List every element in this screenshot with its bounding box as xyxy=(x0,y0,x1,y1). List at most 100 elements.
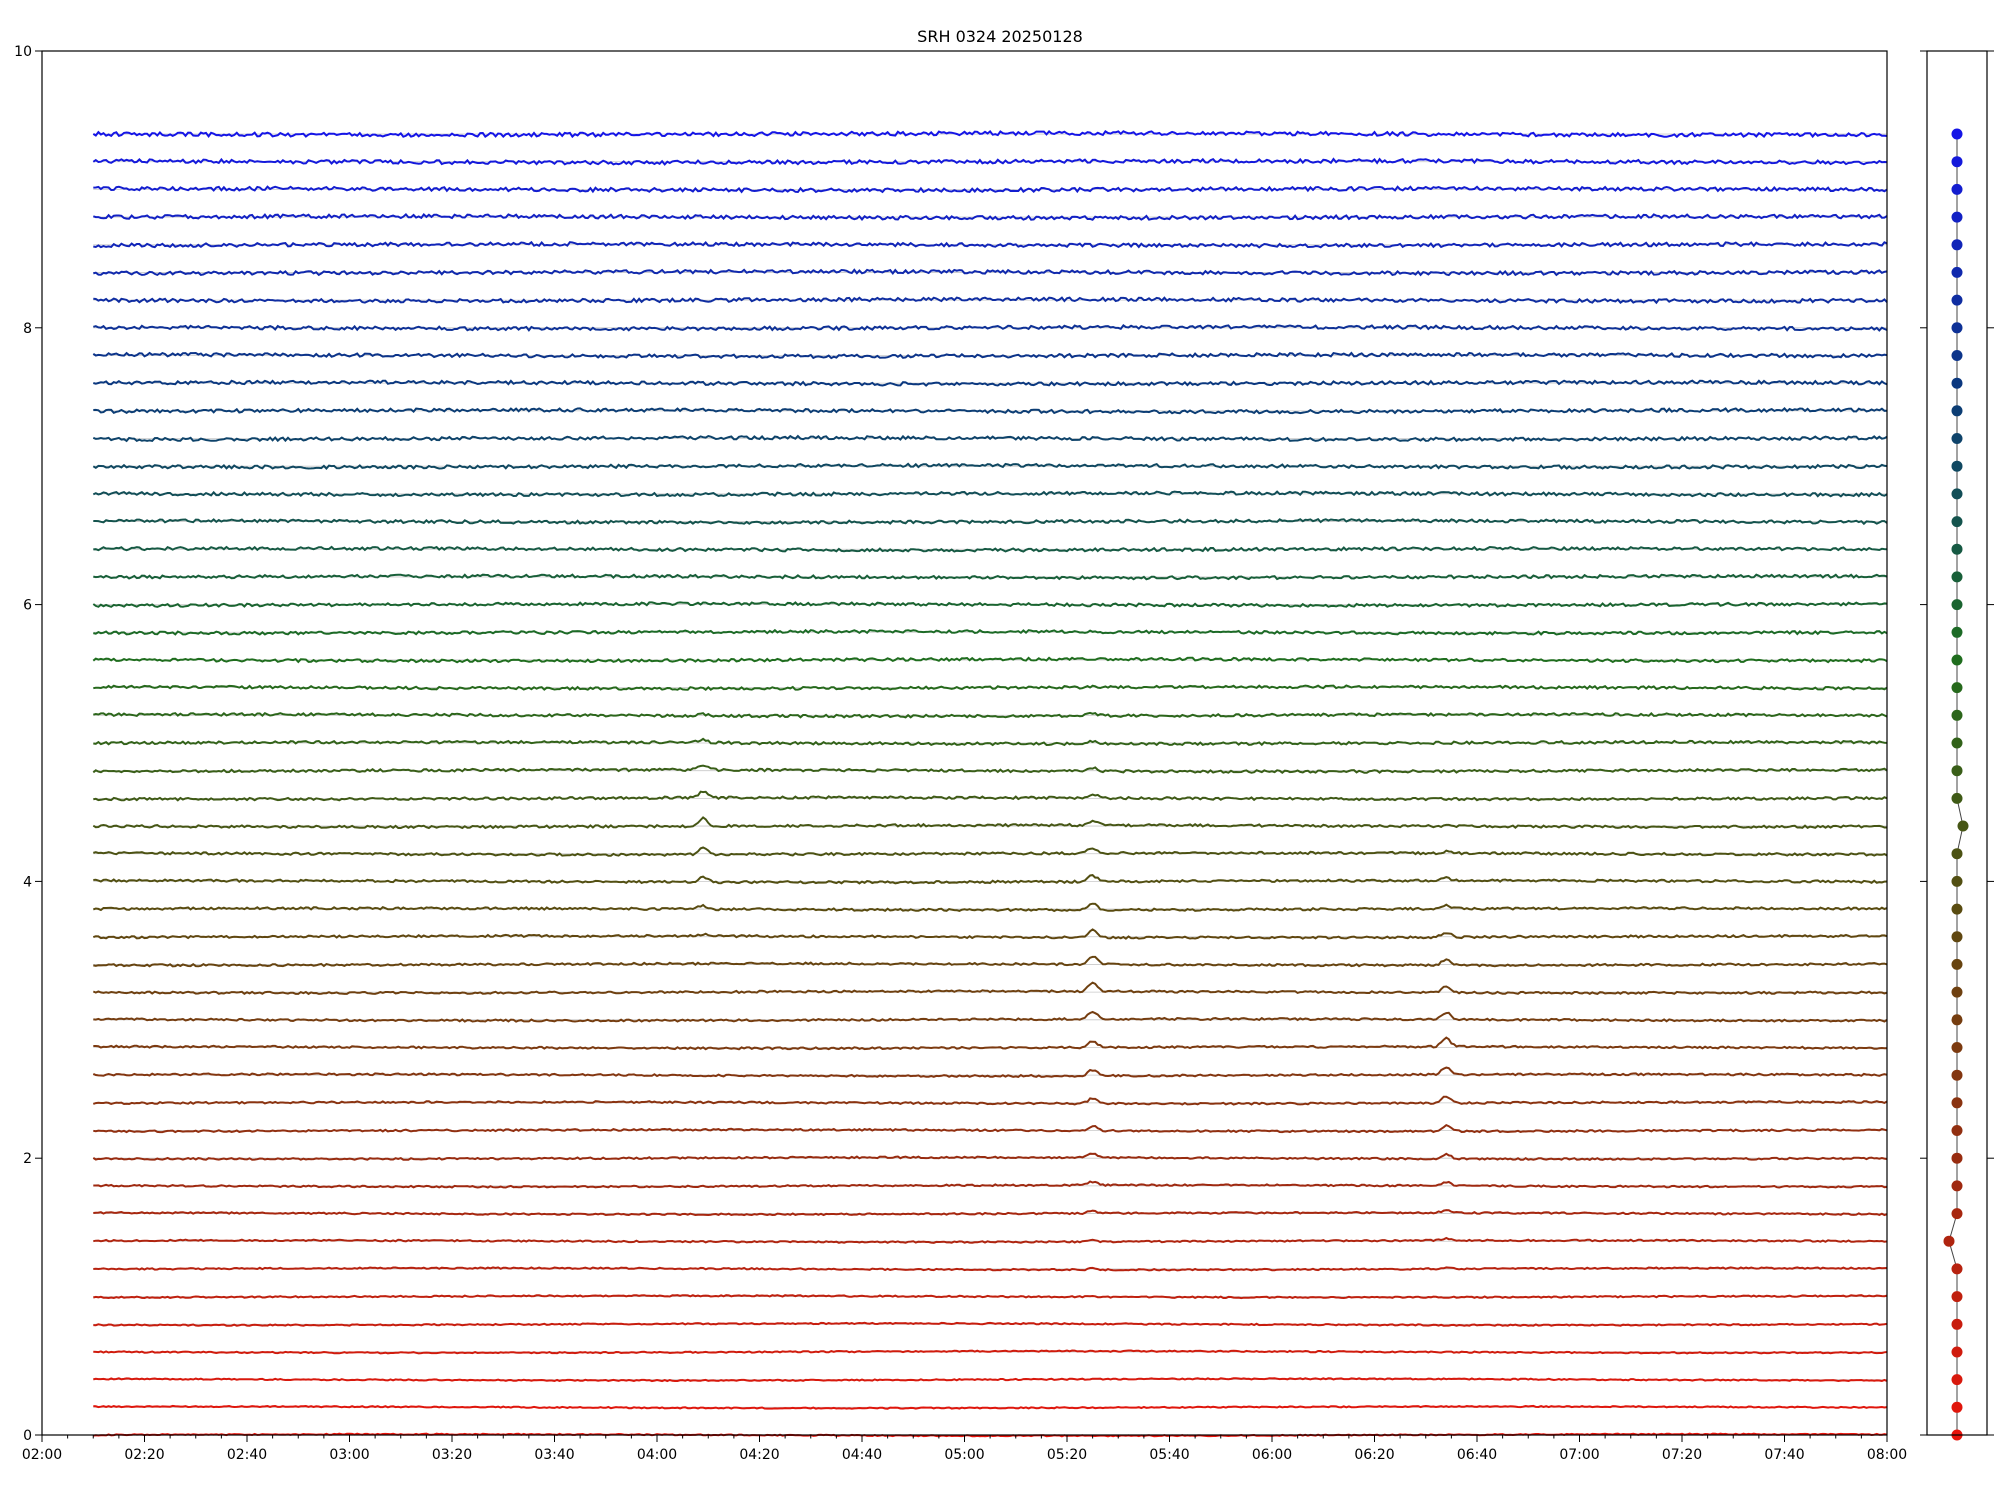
side-point-group xyxy=(1943,128,1969,1441)
side-point xyxy=(1951,848,1963,860)
series-line xyxy=(92,1066,1888,1078)
series-line xyxy=(93,240,1888,249)
x-tick-label: 02:20 xyxy=(124,1447,164,1463)
series-line xyxy=(92,157,1888,166)
series-line xyxy=(93,790,1888,802)
x-tick-label: 03:40 xyxy=(534,1447,574,1463)
series-line xyxy=(93,1236,1888,1244)
x-tick-label: 04:20 xyxy=(739,1447,779,1463)
series-line xyxy=(93,628,1888,636)
series-line xyxy=(93,1180,1888,1189)
side-point xyxy=(1951,1263,1963,1275)
side-point xyxy=(1951,599,1963,611)
side-point xyxy=(1951,183,1963,195)
series-line xyxy=(92,928,1888,940)
series-line xyxy=(92,212,1888,221)
main-axes: 02:00 02:20 02:40 03:00 03:20 03:40 04:00 04:20… xyxy=(14,27,1907,1463)
side-point xyxy=(1951,156,1963,168)
side-point xyxy=(1951,792,1963,804)
x-tick-label: 06:00 xyxy=(1252,1447,1292,1463)
side-point xyxy=(1951,765,1963,777)
x-tick-label: 05:20 xyxy=(1047,1447,1087,1463)
series-line xyxy=(93,955,1888,968)
series-line xyxy=(93,296,1888,305)
side-point xyxy=(1957,820,1969,832)
side-point xyxy=(1951,1014,1963,1026)
side-point xyxy=(1951,958,1963,970)
side-point xyxy=(1951,571,1963,583)
series-line xyxy=(92,1152,1888,1162)
x-tick-label: 03:00 xyxy=(329,1447,369,1463)
side-point xyxy=(1951,875,1963,887)
side-point xyxy=(1951,128,1963,140)
series-line xyxy=(92,656,1888,664)
series-line xyxy=(92,462,1888,470)
x-tick-label: 07:00 xyxy=(1559,1447,1599,1463)
series-line xyxy=(93,185,1888,194)
x-tick-label: 05:00 xyxy=(944,1447,984,1463)
series-line xyxy=(93,1010,1888,1023)
series-line xyxy=(93,1266,1888,1272)
side-point xyxy=(1951,654,1963,666)
y-tick-label: 2 xyxy=(23,1151,32,1167)
side-point xyxy=(1951,903,1963,915)
series-line xyxy=(93,711,1888,719)
x-tick-label: 04:40 xyxy=(842,1447,882,1463)
series-line xyxy=(93,407,1888,415)
y-tick-label: 0 xyxy=(23,1428,32,1444)
side-point xyxy=(1951,1125,1963,1136)
series-line xyxy=(93,324,1888,332)
side-point xyxy=(1951,294,1963,306)
series-line xyxy=(92,129,1888,139)
series-line xyxy=(93,545,1888,553)
side-point xyxy=(1951,1291,1963,1303)
side-point xyxy=(1951,1374,1963,1386)
series-line xyxy=(92,601,1888,608)
series-line xyxy=(92,981,1888,996)
series-line xyxy=(92,434,1888,443)
series-line xyxy=(93,1209,1888,1217)
series-line xyxy=(93,1377,1888,1383)
side-point xyxy=(1951,488,1963,500)
series-line xyxy=(93,684,1888,691)
series-group xyxy=(92,129,1888,1438)
x-tick-label: 07:40 xyxy=(1764,1447,1804,1463)
y-tick-label: 8 xyxy=(23,321,32,337)
series-line xyxy=(93,1404,1888,1410)
x-tick-label: 08:00 xyxy=(1867,1447,1907,1463)
series-line xyxy=(92,816,1887,830)
x-tick-label: 05:40 xyxy=(1149,1447,1189,1463)
side-point xyxy=(1951,1097,1963,1109)
side-point xyxy=(1951,460,1963,472)
side-point xyxy=(1951,1318,1963,1330)
side-point xyxy=(1951,211,1963,223)
series-line xyxy=(92,490,1888,498)
side-point xyxy=(1951,709,1963,721)
side-point xyxy=(1951,1042,1963,1053)
side-point xyxy=(1951,322,1963,334)
side-point xyxy=(1951,1069,1963,1081)
side-point xyxy=(1951,1208,1963,1220)
series-line xyxy=(93,1123,1888,1134)
series-line xyxy=(93,379,1888,387)
series-line xyxy=(93,573,1888,581)
side-point xyxy=(1951,377,1963,389)
series-line xyxy=(92,902,1888,913)
side-point xyxy=(1951,433,1963,444)
x-tick-label: 02:40 xyxy=(227,1447,267,1463)
side-y-axis xyxy=(1920,50,1994,1436)
side-point xyxy=(1951,239,1963,251)
series-line xyxy=(93,1349,1888,1355)
x-tick-label: 06:20 xyxy=(1354,1447,1394,1463)
series-line xyxy=(93,517,1888,526)
side-point xyxy=(1951,737,1963,749)
chart-title: SRH 0324 20250128 xyxy=(917,27,1083,46)
side-point xyxy=(1951,543,1963,555)
side-point xyxy=(1951,931,1963,943)
series-line xyxy=(92,1095,1888,1106)
series-line xyxy=(93,1036,1887,1051)
y-tick-label: 4 xyxy=(23,874,32,890)
x-axis: 02:00 02:20 02:40 03:00 03:20 03:40 04:00 04:20… xyxy=(22,1435,1907,1463)
series-line xyxy=(93,737,1888,747)
